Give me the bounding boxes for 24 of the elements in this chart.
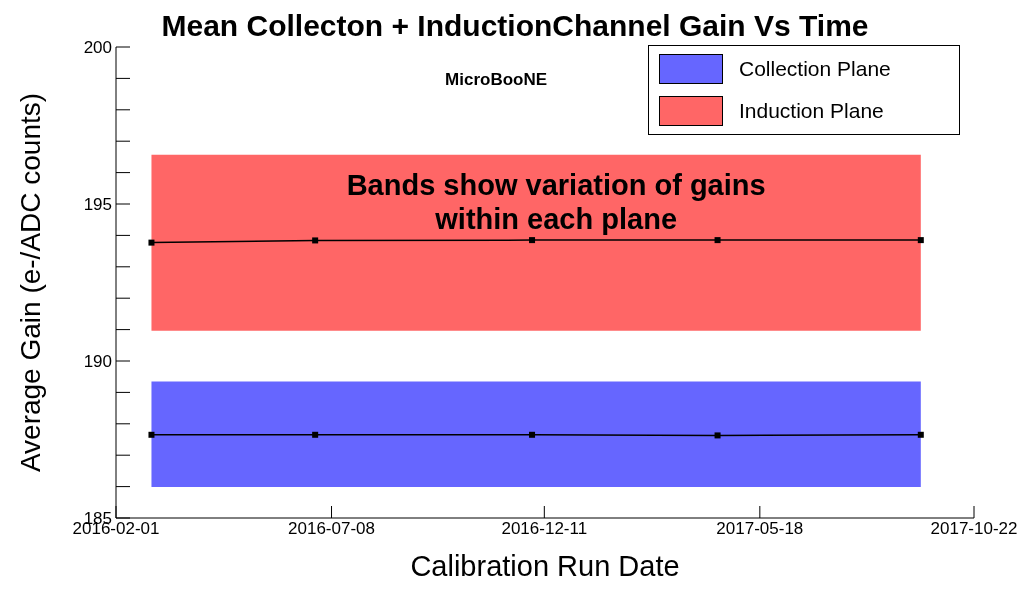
x-tick-label: 2016-07-08 bbox=[288, 519, 376, 539]
point bbox=[529, 431, 536, 438]
annotation: MicroBooNE bbox=[444, 70, 549, 90]
annotation: Bands show variation of gains within each plane bbox=[345, 168, 767, 236]
point bbox=[714, 237, 721, 244]
legend-label: Collection Plane bbox=[739, 57, 891, 81]
y-axis-title: Average Gain (e-/ADC counts) bbox=[14, 92, 46, 473]
point bbox=[714, 432, 721, 439]
x-tick-label: 2016-12-11 bbox=[501, 519, 588, 539]
point bbox=[312, 237, 319, 244]
point bbox=[312, 431, 319, 438]
x-axis-title: Calibration Run Date bbox=[410, 550, 680, 582]
point bbox=[917, 431, 924, 438]
y-tick-label: 200 bbox=[83, 38, 112, 58]
legend-label: Induction Plane bbox=[739, 99, 884, 123]
y-tick-label: 190 bbox=[83, 352, 112, 372]
point bbox=[148, 431, 155, 438]
point bbox=[529, 237, 536, 244]
point bbox=[148, 239, 155, 246]
y-tick-label: 195 bbox=[83, 195, 112, 215]
chart-title: Mean Collecton + InductionChannel Gain Vs Time bbox=[161, 9, 869, 42]
x-tick-label: 2017-10-22 bbox=[930, 519, 1018, 539]
x-tick-label: 2017-05-18 bbox=[716, 519, 804, 539]
point bbox=[917, 237, 924, 244]
